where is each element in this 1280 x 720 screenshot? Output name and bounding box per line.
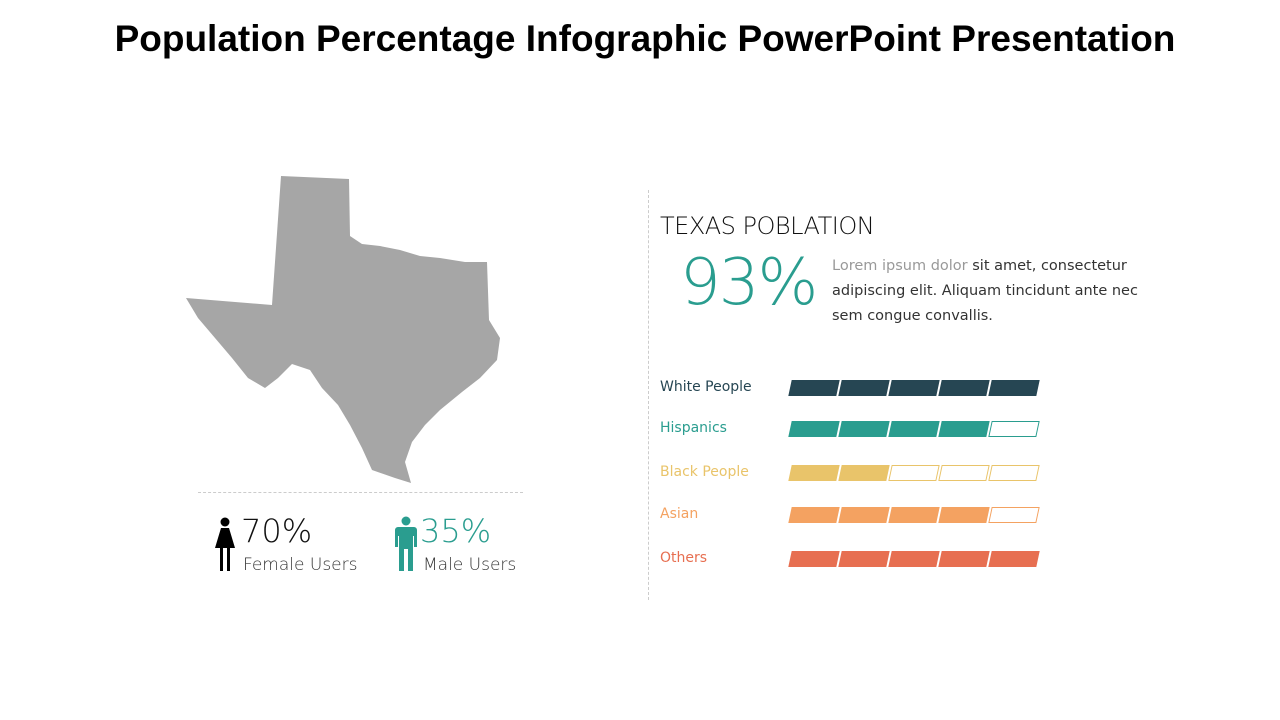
bar-segment-filled bbox=[888, 421, 940, 437]
bar-segment-filled bbox=[888, 380, 940, 396]
texas-map bbox=[186, 176, 500, 483]
female-user-icon bbox=[215, 517, 235, 571]
bar-segment-filled bbox=[838, 421, 890, 437]
bar-segment-empty bbox=[888, 465, 940, 481]
bar-segment-filled bbox=[788, 465, 840, 481]
bar-row bbox=[788, 421, 1040, 437]
bar-segment-empty bbox=[988, 465, 1040, 481]
bar-label: Black People bbox=[660, 464, 749, 480]
bar-segment-filled bbox=[938, 507, 990, 523]
male-user-icon bbox=[395, 516, 417, 571]
bar-row bbox=[788, 465, 1040, 481]
bar-segment-filled bbox=[788, 421, 840, 437]
bar-segment-filled bbox=[788, 551, 840, 567]
bar-segment-filled bbox=[838, 507, 890, 523]
bar-segment-filled bbox=[838, 380, 890, 396]
bar-segment-filled bbox=[888, 551, 940, 567]
male-label: Male Users bbox=[423, 555, 517, 575]
bar-label: White People bbox=[660, 379, 752, 395]
bar-segment-filled bbox=[938, 551, 990, 567]
bar-segment-empty bbox=[988, 507, 1040, 523]
female-label: Female Users bbox=[243, 555, 358, 575]
male-percent: 35% bbox=[420, 512, 492, 550]
bar-row bbox=[788, 551, 1040, 567]
bar-segment-filled bbox=[938, 380, 990, 396]
bar-label: Asian bbox=[660, 506, 699, 522]
bar-segment-filled bbox=[788, 380, 840, 396]
bar-segment-empty bbox=[938, 465, 990, 481]
female-percent: 70% bbox=[241, 512, 313, 550]
description-text: sit amet, consectetur adipiscing elit. A… bbox=[832, 258, 1138, 324]
bar-label: Hispanics bbox=[660, 420, 727, 436]
bar-segment-filled bbox=[938, 421, 990, 437]
bar-row bbox=[788, 380, 1040, 396]
divider bbox=[198, 492, 523, 493]
bar-segment-filled bbox=[838, 551, 890, 567]
bar-segment-filled bbox=[988, 380, 1040, 396]
vertical-divider bbox=[648, 190, 649, 600]
section-heading: TEXAS POBLATION bbox=[660, 212, 875, 240]
description-highlight: Lorem ipsum dolor bbox=[832, 258, 968, 274]
bar-segment-filled bbox=[838, 465, 890, 481]
bar-segment-filled bbox=[988, 551, 1040, 567]
bar-segment-filled bbox=[788, 507, 840, 523]
description: Lorem ipsum dolor sit amet, consectetur … bbox=[832, 254, 1172, 329]
bar-segment-empty bbox=[988, 421, 1040, 437]
bar-segment-filled bbox=[888, 507, 940, 523]
bar-label: Others bbox=[660, 550, 708, 566]
population-percent: 93% bbox=[680, 246, 818, 320]
page-title: Population Percentage Infographic PowerP… bbox=[114, 18, 1176, 59]
bar-row bbox=[788, 507, 1040, 523]
